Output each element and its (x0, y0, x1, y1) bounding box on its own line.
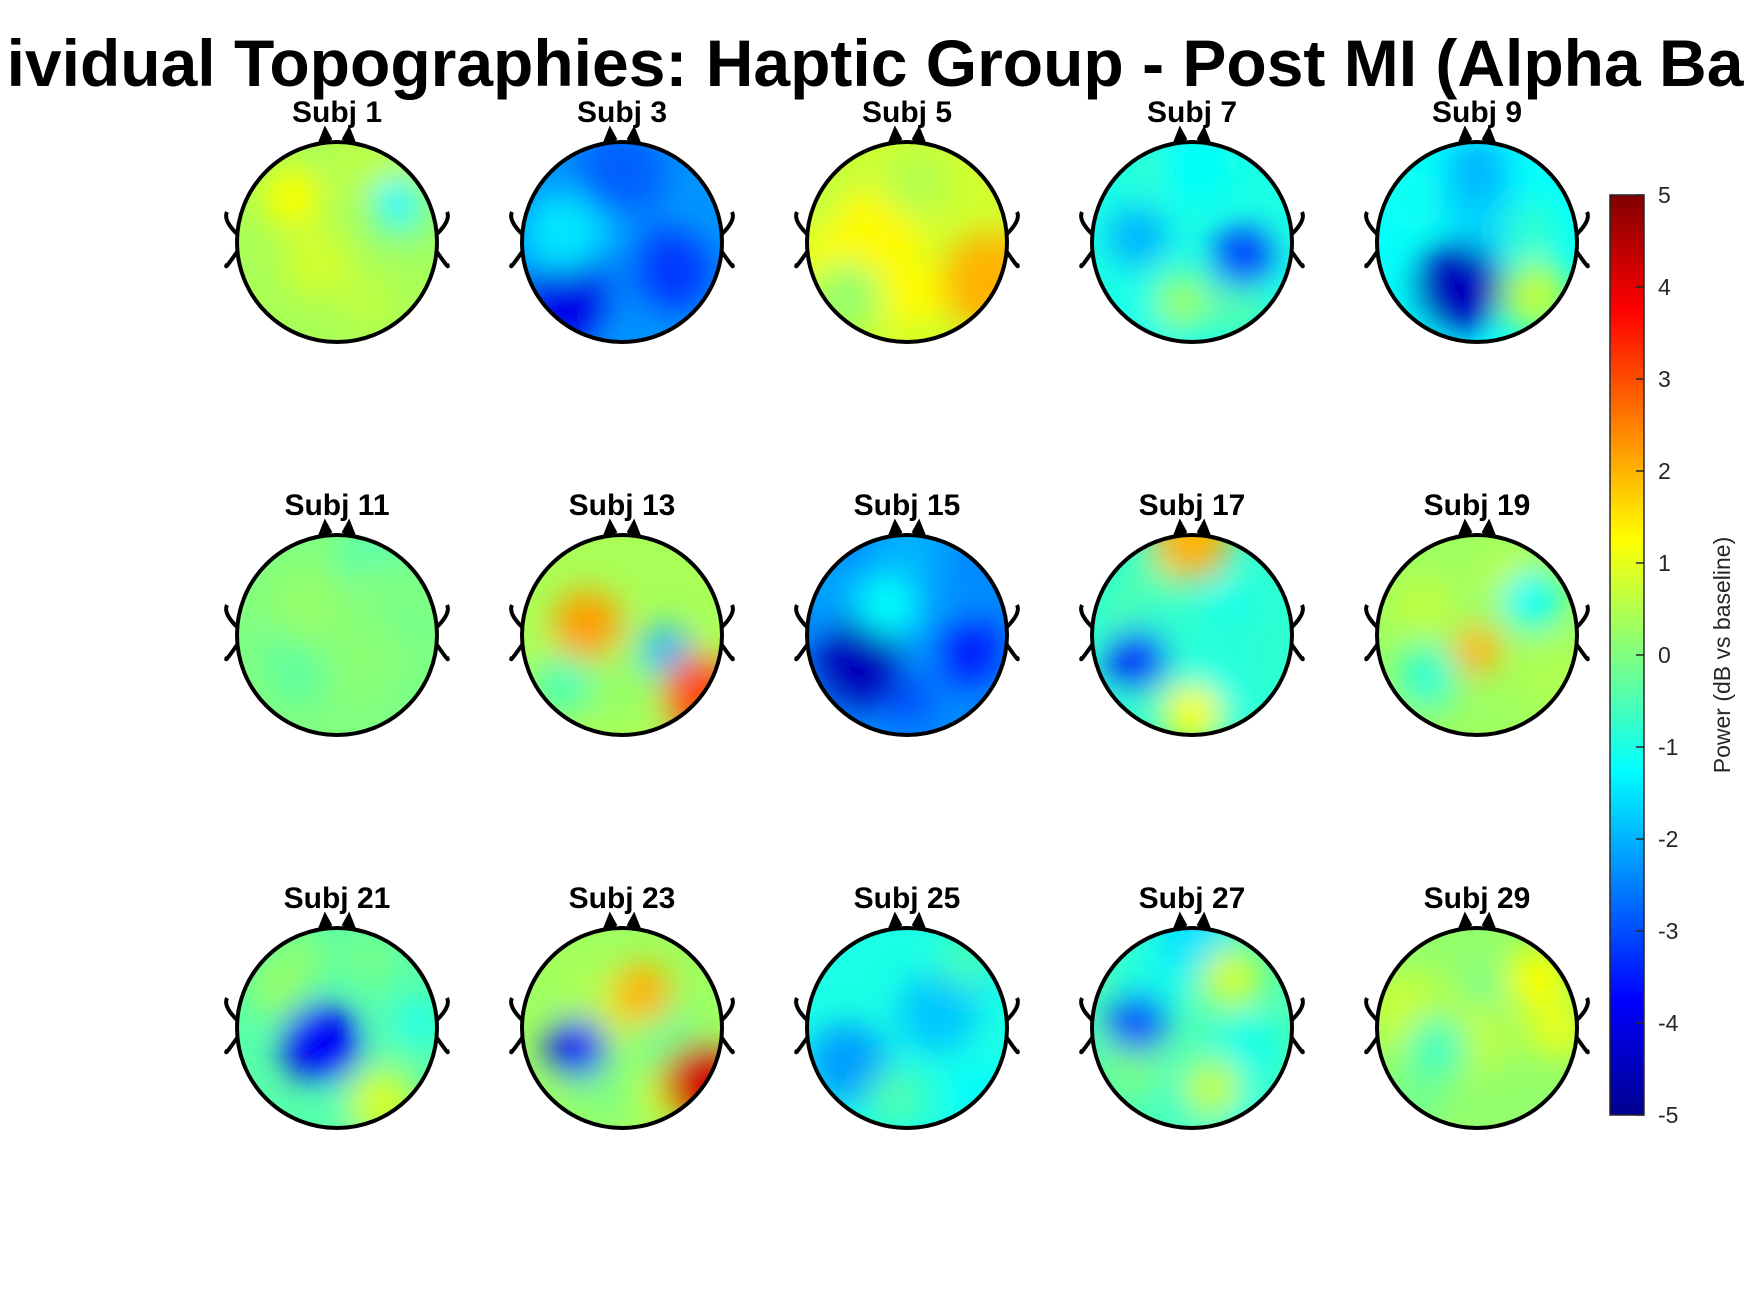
topoplot-patch (1107, 993, 1167, 1053)
topoplot-patch (1397, 575, 1457, 635)
topoplot-patch (612, 963, 672, 1023)
colorbar-tick-label: 5 (1658, 182, 1671, 208)
topoplot-map (802, 515, 1012, 740)
topoplot-patch (632, 232, 712, 312)
subplot-title: Subj 21 (284, 882, 391, 915)
topoplot-patch (547, 1018, 607, 1078)
topoplot-patch (337, 272, 397, 332)
topoplot-map (517, 530, 742, 740)
topoplot-patch (1182, 1058, 1242, 1118)
topoplot-patch (267, 645, 327, 705)
colorbar-tick-label: -1 (1658, 734, 1678, 760)
topoplot-map (802, 923, 1012, 1133)
colorbar-tick-label: 4 (1658, 274, 1671, 300)
topoplot-patch (1397, 645, 1457, 705)
subplot-title: Subj 27 (1139, 882, 1246, 915)
topoplot: Subj 9 (1366, 96, 1588, 347)
topoplot-patch (932, 615, 1002, 685)
topoplot-map (512, 127, 727, 347)
topoplot-patch (552, 948, 612, 1008)
topoplot-map (1372, 530, 1596, 740)
topoplot-patch (857, 575, 917, 635)
figure-title: ividual Topographies: Haptic Group - Pos… (7, 26, 1745, 100)
topoplot-map (1372, 137, 1582, 347)
subplot-title: Subj 13 (569, 489, 676, 522)
subplot-title: Subj 25 (854, 882, 961, 915)
topoplot-patch (1152, 272, 1212, 332)
topoplot: Subj 1 (226, 96, 448, 347)
topoplot-patch (882, 147, 952, 217)
topography-grid: Subj 1 Subj 3 Subj 5 Subj 7 Subj 9 Subj 11 Sub… (226, 96, 1596, 1139)
topoplot-patch (1502, 570, 1562, 630)
topoplot: Subj 15 (796, 489, 1018, 740)
topoplot: Subj 25 (796, 882, 1018, 1133)
colorbar-label: Power (dB vs baseline) (1709, 537, 1735, 774)
topoplot-patch (327, 620, 407, 700)
topoplot-patch (340, 929, 397, 986)
subplot-title: Subj 7 (1147, 96, 1237, 129)
topoplot: Subj 5 (789, 96, 1042, 347)
colorbar: 5 4 3 2 1 0 -1 -2 -3 -4 -5 Power (dB vs baseline) (1610, 182, 1735, 1128)
topoplot-map (232, 530, 442, 740)
subplot-title: Subj 23 (569, 882, 676, 915)
topoplot: Subj 19 (1366, 489, 1596, 740)
topoplot: Subj 21 (226, 882, 448, 1138)
topoplot-patch (347, 555, 407, 615)
colorbar-tick-label: 3 (1658, 366, 1671, 392)
colorbar-tick-label: 0 (1658, 642, 1671, 668)
subplot-title: Subj 5 (862, 96, 952, 129)
topoplot-patch (1107, 207, 1167, 267)
topoplot-map (517, 923, 742, 1133)
subplot-title: Subj 1 (292, 96, 382, 129)
colorbar-tick-label: 1 (1658, 550, 1671, 576)
subplot-title: Subj 3 (577, 96, 667, 129)
topoplot: Subj 13 (511, 489, 742, 740)
subplot-title: Subj 11 (284, 489, 389, 522)
topoplot: Subj 3 (511, 96, 733, 347)
subplot-title: Subj 17 (1139, 489, 1246, 522)
topoplot: Subj 23 (511, 882, 742, 1133)
subplot-title: Subj 19 (1424, 489, 1531, 522)
topoplot-patch (1385, 170, 1447, 232)
topoplot-patch (1412, 242, 1502, 332)
topoplot: Subj 7 (1081, 96, 1303, 347)
topoplot-patch (1502, 202, 1562, 262)
colorbar-tick-label: 2 (1658, 458, 1671, 484)
topoplot: Subj 17 (1081, 489, 1303, 745)
topoplot-patch (1202, 575, 1262, 635)
topoplot-map (789, 137, 1042, 347)
colorbar-tick-label: -3 (1658, 918, 1678, 944)
topoplot-patch (1517, 636, 1597, 716)
colorbar-tick-label: -4 (1658, 1010, 1679, 1036)
topoplot-patch (372, 177, 422, 227)
colorbar-tick-label: -2 (1658, 826, 1678, 852)
topoplot: Subj 27 (1081, 882, 1303, 1139)
topoplot-patch (1202, 948, 1262, 1008)
topoplot-map (232, 923, 442, 1138)
topoplot-patch (552, 590, 622, 660)
topoplot-patch (662, 1043, 742, 1123)
topoplot-patch (532, 655, 592, 715)
topoplot-patch (267, 565, 347, 645)
topoplot-map (1087, 127, 1297, 347)
topoplot-map (1368, 923, 1587, 1133)
subplot-title: Subj 29 (1424, 882, 1531, 915)
subplot-title: Subj 15 (854, 489, 961, 522)
topoplot-map (232, 125, 442, 347)
topoplot: Subj 11 (226, 489, 448, 740)
topoplot: Subj 29 (1366, 882, 1588, 1133)
topoplot-patch (262, 167, 322, 227)
topoplot-patch (282, 1003, 362, 1083)
topoplot-patch (522, 192, 602, 272)
subplot-title: Subj 9 (1432, 96, 1522, 129)
topoplot-patch (1107, 630, 1167, 690)
colorbar-tick-label: -5 (1658, 1102, 1678, 1128)
topoplot-patch (1452, 625, 1502, 675)
topoplot-patch (1407, 1018, 1467, 1078)
topoplot-patch (942, 232, 1042, 332)
topoplot-patch (1212, 227, 1272, 287)
topoplot-patch (867, 1068, 927, 1128)
